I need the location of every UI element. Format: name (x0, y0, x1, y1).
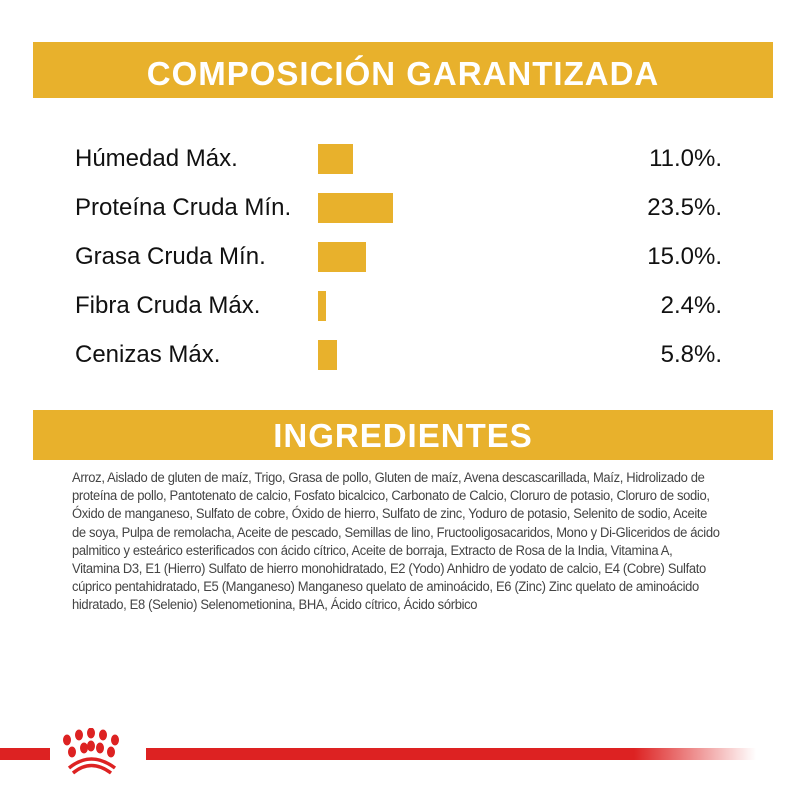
nutrient-label: Húmedad Máx. (75, 145, 238, 172)
nutrient-bar (318, 242, 366, 272)
composition-row: Fibra Cruda Máx. 2.4%. (0, 289, 800, 323)
brand-line-right (146, 748, 756, 760)
composition-row: Húmedad Máx. 11.0%. (0, 142, 800, 176)
composition-header: COMPOSICIÓN GARANTIZADA (33, 42, 773, 98)
nutrient-label: Fibra Cruda Máx. (75, 292, 261, 319)
nutrient-bar (318, 340, 337, 370)
nutrient-value: 2.4%. (660, 292, 722, 319)
nutrient-label: Cenizas Máx. (75, 341, 221, 368)
nutrient-bar (318, 193, 394, 223)
ingredients-header: INGREDIENTES (33, 410, 773, 460)
composition-row: Proteína Cruda Mín. 23.5%. (0, 191, 800, 225)
nutrient-value: 23.5%. (647, 194, 722, 221)
nutrient-bar (318, 144, 354, 174)
nutrient-value: 11.0%. (649, 145, 722, 172)
nutrient-value: 15.0%. (647, 243, 722, 270)
nutrient-value: 5.8%. (660, 341, 722, 368)
brand-line-left (0, 748, 50, 760)
ingredients-text: Arroz, Aislado de gluten de maíz, Trigo,… (72, 470, 720, 613)
nutrient-label: Proteína Cruda Mín. (75, 194, 292, 221)
royal-canin-crown-icon (63, 728, 119, 775)
nutrient-label: Grasa Cruda Mín. (75, 243, 266, 270)
nutrient-bar (318, 291, 326, 321)
composition-row: Cenizas Máx. 5.8%. (0, 338, 800, 372)
composition-row: Grasa Cruda Mín. 15.0%. (0, 240, 800, 274)
